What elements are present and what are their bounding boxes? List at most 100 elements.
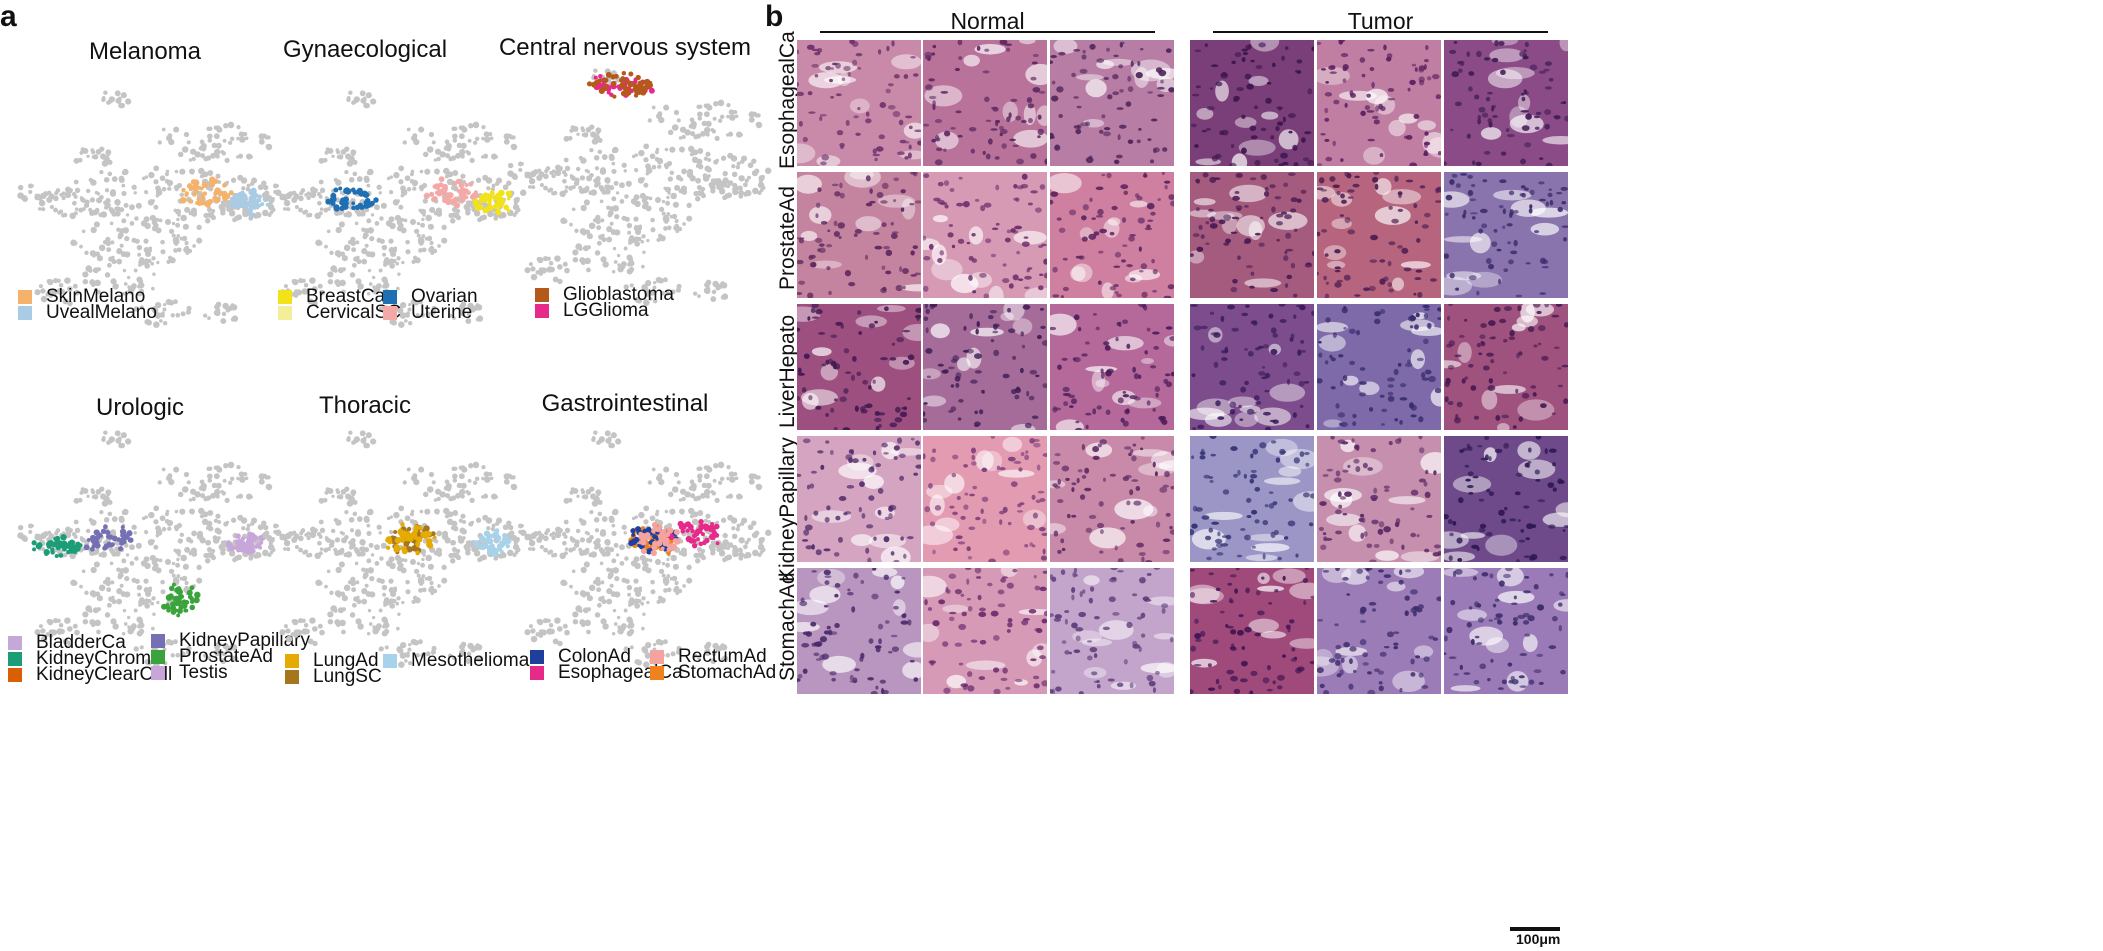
umap-point	[686, 564, 692, 570]
umap-point	[599, 168, 607, 175]
umap-highlight-point	[50, 550, 55, 555]
umap-point	[133, 531, 137, 535]
umap-point	[695, 133, 702, 139]
umap-point	[105, 197, 111, 204]
umap-point	[588, 584, 596, 592]
umap-highlight-point	[44, 552, 49, 557]
umap-point	[312, 626, 318, 632]
umap-point	[658, 478, 665, 486]
umap-point	[606, 598, 613, 605]
umap-point	[372, 625, 376, 629]
umap-point	[303, 282, 309, 288]
umap-point	[222, 138, 227, 143]
umap-highlight-point	[486, 547, 491, 552]
umap-point	[288, 531, 294, 537]
umap-point	[614, 576, 620, 582]
umap-point	[359, 430, 366, 437]
umap-point	[111, 258, 117, 265]
umap-point	[441, 224, 447, 230]
umap-point	[405, 579, 410, 585]
umap-point	[413, 258, 419, 263]
umap-highlight-point	[54, 554, 59, 558]
umap-point	[694, 558, 701, 564]
umap-point	[518, 529, 523, 534]
umap-highlight-point	[415, 541, 421, 547]
umap-point	[611, 161, 616, 166]
umap-point	[528, 539, 536, 547]
umap-point	[646, 238, 650, 243]
umap-point	[634, 658, 641, 665]
umap-point	[451, 466, 456, 471]
umap-highlight-point	[265, 202, 270, 207]
umap-point	[329, 590, 334, 596]
umap-point	[179, 192, 185, 198]
umap-point	[676, 118, 681, 123]
umap-point	[421, 217, 425, 222]
umap-point	[335, 519, 342, 526]
umap-point	[215, 142, 222, 149]
umap-point	[468, 521, 474, 527]
umap-highlight-point	[238, 198, 245, 205]
umap-point	[676, 283, 682, 289]
umap-point	[682, 584, 686, 588]
umap-point	[665, 653, 671, 658]
umap-point	[317, 283, 323, 289]
umap-highlight-point	[661, 537, 668, 544]
umap-point	[528, 262, 533, 267]
umap-point	[564, 527, 571, 534]
umap-point	[215, 494, 220, 499]
umap-point	[378, 531, 382, 535]
umap-point	[179, 508, 186, 515]
umap-point	[465, 149, 470, 154]
umap-point	[412, 473, 418, 479]
umap-point	[201, 147, 206, 152]
umap-point	[135, 202, 142, 209]
umap-point	[747, 162, 754, 169]
umap-point	[641, 264, 645, 269]
umap-highlight-point	[701, 540, 707, 546]
umap-point	[760, 536, 765, 541]
umap-point	[576, 132, 580, 136]
umap-point	[379, 578, 385, 584]
umap-point	[583, 561, 590, 568]
umap-point	[559, 552, 566, 560]
umap-point	[657, 111, 663, 117]
umap-point	[738, 175, 745, 182]
umap-point	[223, 521, 229, 527]
umap-point	[124, 251, 131, 258]
umap-highlight-point	[634, 84, 641, 90]
umap-point	[623, 646, 629, 652]
umap-point	[389, 562, 396, 570]
umap-point	[528, 624, 533, 629]
umap-point	[80, 147, 85, 152]
umap-point	[147, 258, 152, 264]
umap-point	[85, 605, 92, 612]
umap-point	[755, 483, 761, 489]
umap-point	[139, 645, 144, 650]
umap-point	[717, 118, 723, 123]
umap-point	[579, 175, 586, 181]
umap-point	[103, 205, 109, 210]
umap-point	[364, 568, 370, 574]
umap-highlight-point	[228, 190, 234, 196]
umap-point	[359, 546, 364, 552]
umap-point	[629, 597, 635, 603]
legend-item: StomachAd	[650, 662, 776, 684]
umap-point	[729, 476, 736, 483]
umap-point	[152, 612, 156, 616]
umap-point	[524, 267, 531, 274]
umap-point	[206, 207, 213, 213]
umap-point	[418, 126, 425, 133]
umap-point	[360, 97, 367, 104]
umap-point	[382, 278, 389, 284]
umap-point	[611, 148, 617, 154]
umap-point	[481, 125, 486, 130]
umap-point	[298, 195, 304, 202]
umap-point	[407, 307, 412, 312]
umap-point	[73, 179, 79, 185]
umap-point	[155, 557, 160, 562]
legend-label: Ovarian	[411, 286, 478, 307]
umap-highlight-point	[251, 534, 259, 542]
umap-highlight-point	[696, 537, 700, 542]
legend-label: KidneyClearCell	[36, 664, 173, 685]
